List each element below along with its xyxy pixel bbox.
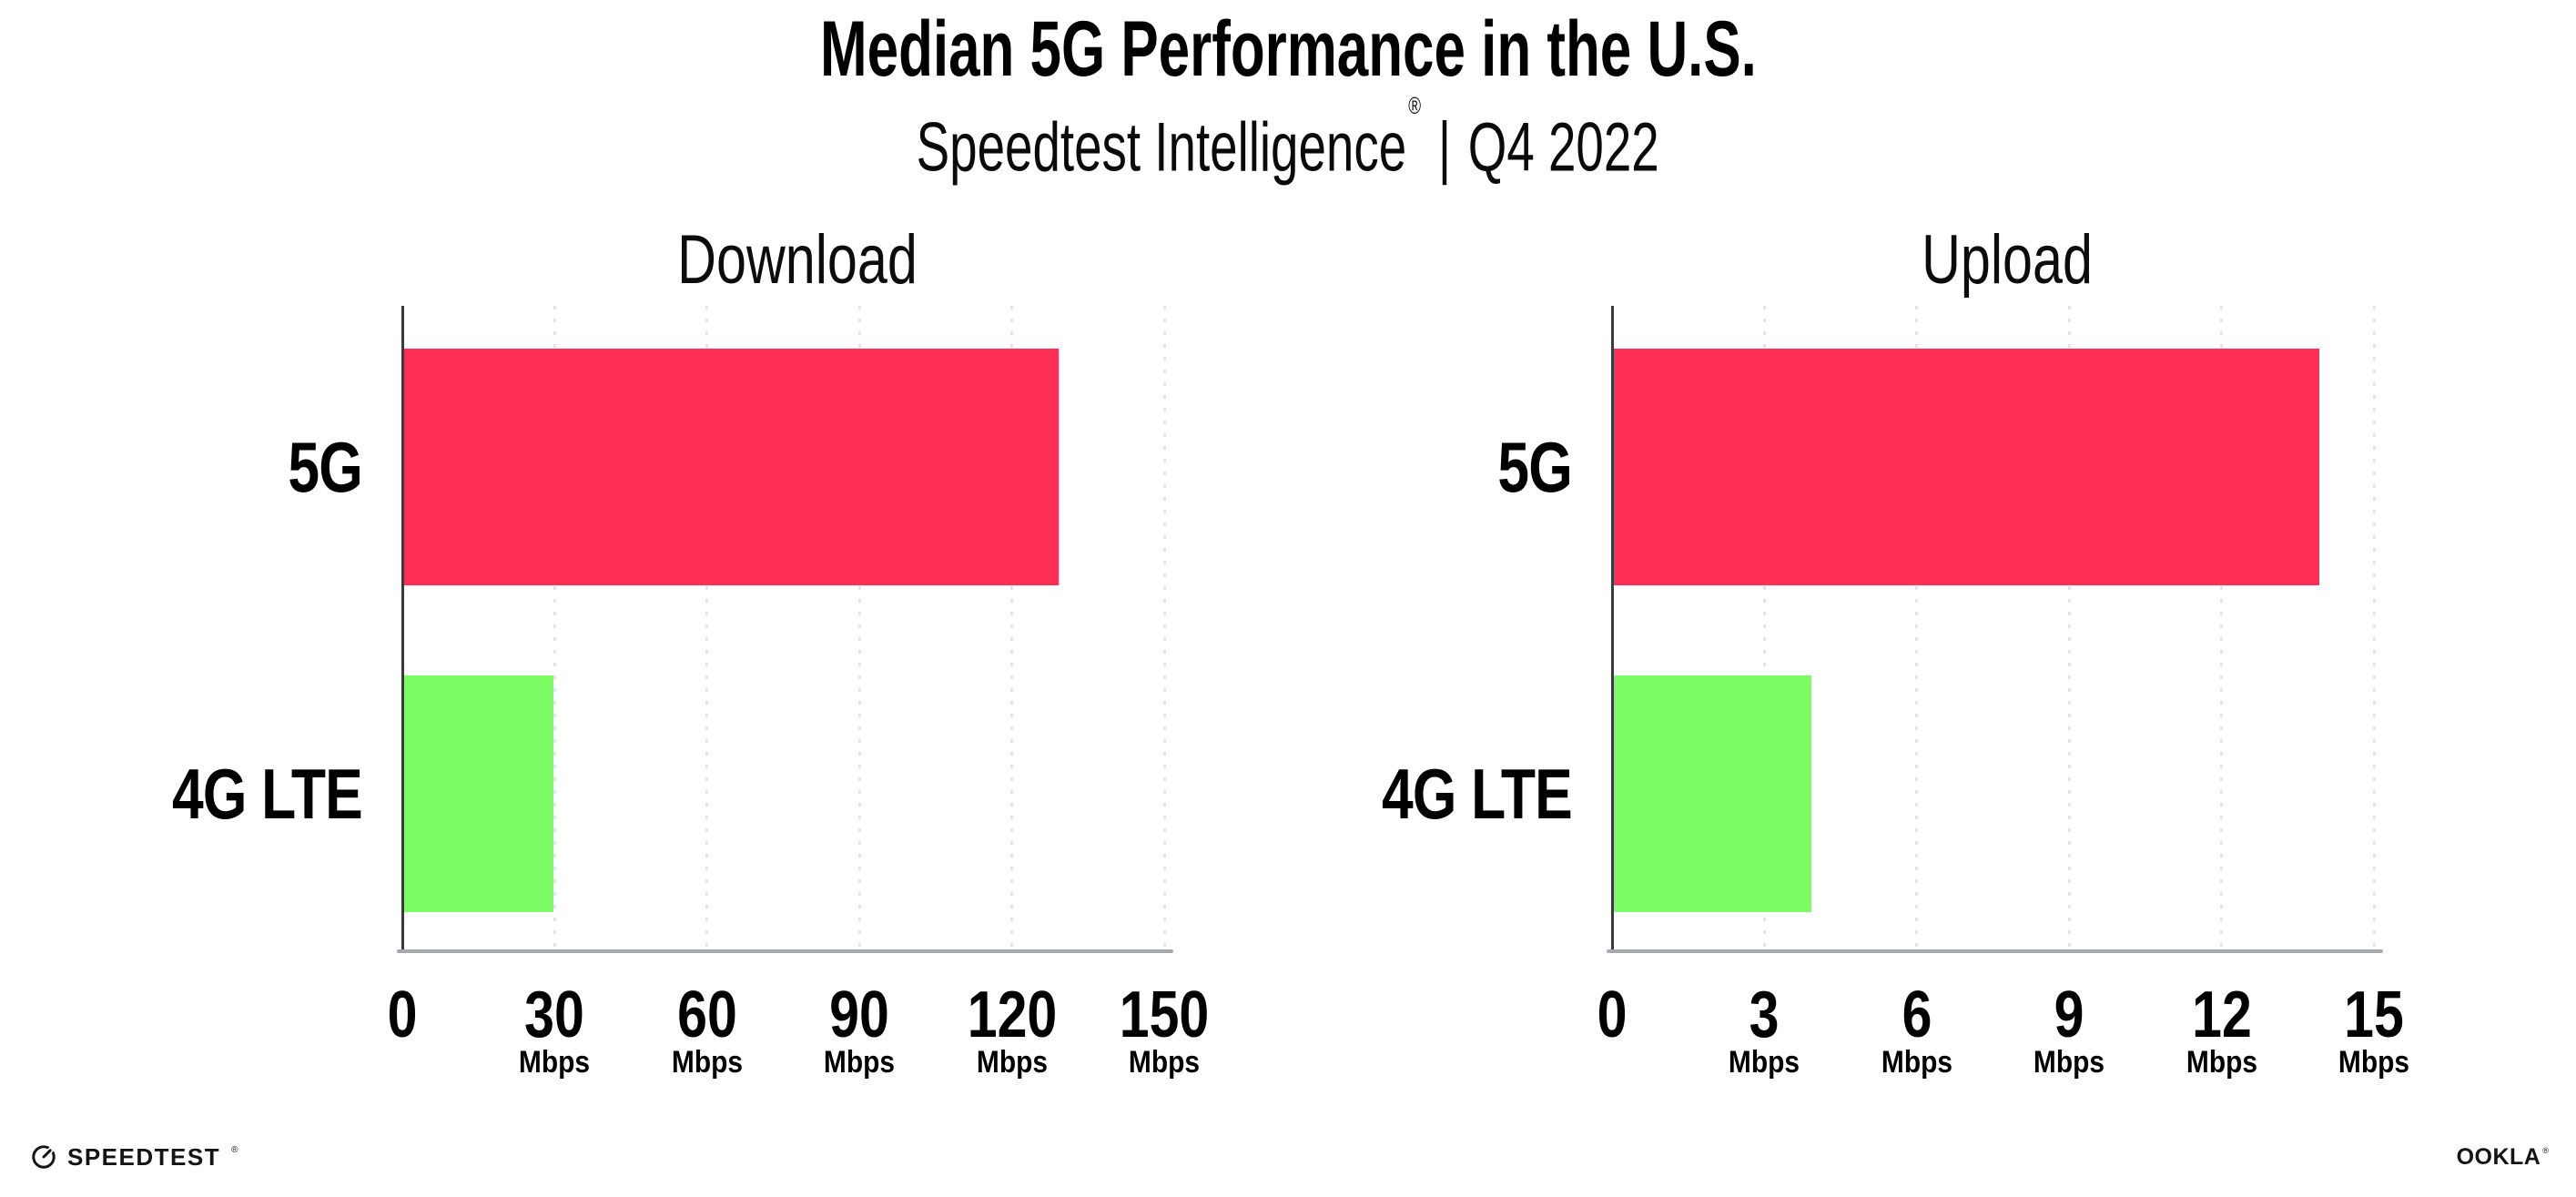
x-tick-unit-150: Mbps (1128, 1045, 1201, 1080)
grid-line-15 (2372, 306, 2376, 949)
x-tick-label-6: 6 (1902, 979, 1932, 1051)
grid-line-150 (1162, 306, 1166, 949)
category-label-5g: 5G (288, 427, 362, 507)
bar-4g-lte-download (403, 675, 553, 912)
x-tick-label-9: 9 (2054, 979, 2084, 1051)
ookla-logo: OOKLA ® (2457, 1145, 2549, 1169)
chart-title: Median 5G Performance in the U.S. (0, 7, 2576, 91)
bar-4g-lte-upload (1613, 675, 1811, 912)
grid-line-12 (2220, 306, 2224, 949)
x-tick-label-15: 15 (2344, 979, 2404, 1051)
x-tick-unit-60: Mbps (671, 1045, 743, 1080)
panel-title-upload: Upload (1921, 221, 2093, 299)
grid-line-9 (2067, 306, 2071, 949)
x-tick-unit-90: Mbps (824, 1045, 896, 1080)
grid-line-3 (1762, 306, 1766, 949)
ookla-registered-mark: ® (2542, 1146, 2549, 1155)
ookla-wordmark: OOKLA (2456, 1144, 2541, 1170)
speedtest-registered-mark: ® (231, 1144, 238, 1155)
y-axis (401, 306, 404, 951)
x-tick-label-30: 30 (524, 979, 585, 1051)
chart-subtitle: Speedtest Intelligence® | Q4 2022 (0, 92, 2576, 187)
panel-title-download: Download (676, 221, 918, 299)
chart-title-text: Median 5G Performance in the U.S. (819, 5, 1757, 93)
x-tick-unit-12: Mbps (2186, 1045, 2257, 1080)
chart-subtitle-text: Speedtest Intelligence® | Q4 2022 (916, 92, 1660, 187)
grid-line-6 (1915, 306, 1919, 949)
x-tick-label-0: 0 (1597, 979, 1628, 1051)
bar-5g-upload (1613, 349, 2319, 585)
subtitle-separator: | (1438, 108, 1452, 187)
registered-trademark-mark: ® (1408, 92, 1422, 119)
subtitle-brand: Speedtest Intelligence (916, 108, 1407, 187)
subtitle-period: Q4 2022 (1468, 108, 1660, 187)
x-tick-unit-15: Mbps (2338, 1045, 2410, 1080)
x-tick-label-150: 150 (1119, 979, 1210, 1051)
speedtest-gauge-icon (32, 1144, 56, 1169)
x-tick-unit-30: Mbps (519, 1045, 591, 1080)
grid-line-60 (705, 306, 709, 949)
x-tick-unit-3: Mbps (1729, 1045, 1800, 1080)
y-axis (1611, 306, 1614, 951)
category-label-4g-lte: 4G LTE (172, 754, 363, 834)
x-tick-unit-9: Mbps (2033, 1045, 2105, 1080)
x-tick-label-60: 60 (676, 979, 737, 1051)
grid-line-90 (857, 306, 861, 949)
x-tick-label-0: 0 (387, 979, 418, 1051)
x-tick-label-3: 3 (1749, 979, 1780, 1051)
x-axis (1607, 949, 2383, 953)
bar-5g-download (403, 349, 1059, 585)
x-tick-label-12: 12 (2191, 979, 2252, 1051)
speedtest-wordmark: SPEEDTEST (67, 1143, 221, 1171)
speedtest-logo: SPEEDTEST ® (31, 1143, 238, 1171)
x-tick-unit-6: Mbps (1881, 1045, 1952, 1080)
x-tick-label-90: 90 (829, 979, 890, 1051)
category-label-5g: 5G (1497, 427, 1572, 507)
grid-line-120 (1010, 306, 1014, 949)
category-label-4g-lte: 4G LTE (1382, 754, 1573, 834)
x-tick-label-120: 120 (967, 979, 1057, 1051)
x-tick-unit-120: Mbps (976, 1045, 1048, 1080)
x-axis (397, 949, 1173, 953)
grid-line-30 (553, 306, 556, 949)
